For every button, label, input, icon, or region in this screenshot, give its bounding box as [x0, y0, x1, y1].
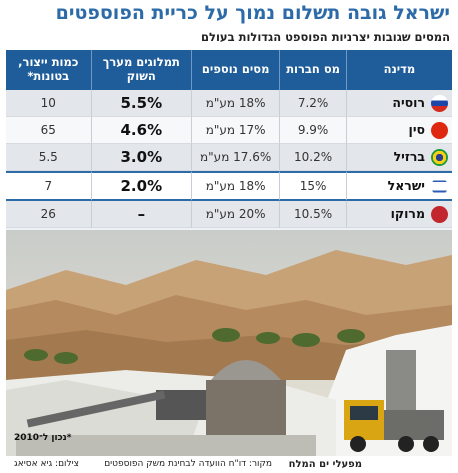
- flag: [431, 177, 448, 195]
- cell-text: 7.2%: [297, 96, 329, 110]
- table-row: מרוקו 10.5% 20% מע"מ – 26: [6, 201, 452, 228]
- cell-text: 20% מע"מ: [205, 207, 266, 221]
- cell-text: 5.5%: [120, 94, 163, 112]
- cell: 10: [6, 90, 91, 117]
- cell-text: 10.5%: [294, 207, 333, 221]
- cell: 10.2%: [279, 144, 346, 171]
- cell-text: 3.0%: [120, 148, 163, 166]
- header-row: מדינה מס חברות מסים נוספים תמלוגים מערך השו…: [6, 50, 452, 90]
- cell: 20% מע"מ: [191, 201, 280, 228]
- cell: 5.5: [6, 144, 91, 171]
- table-row: רוסיה 7.2% 18% מע"מ 5.5% 10: [6, 90, 452, 117]
- cell: 3.0%: [90, 144, 192, 171]
- cell: 65: [6, 117, 91, 144]
- cell-text: 10: [40, 96, 56, 110]
- cell-text: –: [137, 205, 146, 223]
- flag: [431, 205, 448, 223]
- cell-text: רוסיה: [392, 94, 425, 110]
- cell: 17.6% מע"מ: [191, 144, 280, 171]
- cell-text: 17% מע"מ: [205, 123, 266, 137]
- cell-text: 18% מע"מ: [205, 179, 266, 193]
- flag: [431, 94, 448, 112]
- column-header: מס חברות: [279, 50, 346, 90]
- photo: [6, 230, 452, 456]
- cell-text: סין: [408, 121, 425, 137]
- cell-text: ברזיל: [393, 148, 425, 164]
- cell: 2.0%: [90, 171, 192, 201]
- cell: 7: [6, 171, 91, 201]
- table-row: סין 9.9% 17% מע"מ 4.6% 65: [6, 117, 452, 144]
- cell-text: 65: [40, 123, 56, 137]
- table-row: ישראל 15% 18% מע"מ 2.0% 7: [6, 171, 452, 201]
- cell-text: 9.9%: [297, 123, 329, 137]
- tax-table: מדינה מס חברות מסים נוספים תמלוגים מערך השו…: [6, 50, 452, 228]
- cell-text: 2.0%: [120, 177, 163, 195]
- cell: 18% מע"מ: [191, 171, 280, 201]
- cell: 4.6%: [90, 117, 192, 144]
- cell: 17% מע"מ: [191, 117, 280, 144]
- country-cell: רוסיה: [345, 90, 452, 117]
- subtitle: המסים שגובות יצרניות הפוספט הגדולות בעול…: [201, 30, 450, 44]
- credit: צילום: גיא אסיאג: [14, 459, 79, 469]
- photo-title: מפעלי ים המלח: [288, 459, 362, 470]
- country-cell: ברזיל: [345, 144, 452, 171]
- cell-text: 5.5: [38, 150, 58, 164]
- cell-text: מרוקו: [390, 205, 425, 221]
- cell: 18% מע"מ: [191, 90, 280, 117]
- column-header: תמלוגים מערך השוק: [90, 50, 192, 90]
- cell: 9.9%: [279, 117, 346, 144]
- column-header: כמות ייצור, בטונות*: [6, 50, 91, 90]
- cell: 10.5%: [279, 201, 346, 228]
- cell: 7.2%: [279, 90, 346, 117]
- title: ישראל גובה תשלום נמוך על כריית הפוספטים: [55, 2, 450, 24]
- column-header: מסים נוספים: [191, 50, 280, 90]
- cell-text: ישראל: [387, 177, 425, 193]
- cell-text: 10.2%: [294, 150, 333, 164]
- country-cell: סין: [345, 117, 452, 144]
- table-panel: מדינה מס חברות מסים נוספים תמלוגים מערך השו…: [6, 50, 452, 230]
- cell: –: [90, 201, 192, 228]
- column-header: מדינה: [345, 50, 452, 90]
- cell-text: 18% מע"מ: [205, 96, 266, 110]
- caption: מפעלי ים המלח מקור: דו"ח הוועדה לבחינת מ…: [6, 456, 452, 473]
- cell-text: 15%: [299, 179, 327, 193]
- country-cell: מרוקו: [345, 201, 452, 228]
- table-row: ברזיל 10.2% 17.6% מע"מ 3.0% 5.5: [6, 144, 452, 171]
- cell-text: 17.6% מע"מ: [200, 150, 272, 164]
- cell: 26: [6, 201, 91, 228]
- country-cell: ישראל: [345, 171, 452, 201]
- flag: [431, 121, 448, 139]
- footnote: *נכון ל־2010: [14, 433, 72, 443]
- cell-text: 7: [44, 179, 53, 193]
- cell: 5.5%: [90, 90, 192, 117]
- cell-text: 4.6%: [120, 121, 163, 139]
- flag: [431, 148, 448, 166]
- cell-text: 26: [40, 207, 56, 221]
- cell: 15%: [279, 171, 346, 201]
- source: מקור: דו"ח הוועדה לבחינת משק הפוספטים: [104, 459, 272, 469]
